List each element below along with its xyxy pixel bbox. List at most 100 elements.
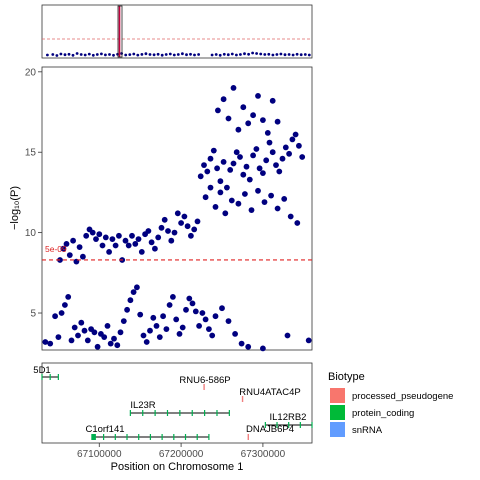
- gene-5d1: 5D1: [33, 365, 59, 380]
- gene-exon: [142, 410, 144, 416]
- overview-point: [91, 53, 95, 57]
- regional-point: [209, 332, 216, 339]
- y-tick-label: 15: [25, 148, 37, 159]
- regional-point: [287, 213, 294, 220]
- regional-point: [52, 313, 58, 320]
- legend-swatch: [330, 388, 345, 403]
- gene-label: DNAJB6P4: [246, 424, 294, 435]
- regional-point: [173, 316, 180, 323]
- regional-point: [207, 184, 214, 191]
- overview-point: [148, 53, 152, 56]
- regional-points: [42, 85, 312, 352]
- gene-exon: [311, 422, 313, 428]
- regional-point: [145, 228, 152, 234]
- overview-point: [275, 53, 279, 56]
- regional-point: [89, 229, 96, 236]
- regional-point: [268, 192, 274, 199]
- regional-point: [220, 96, 227, 103]
- gene-exon: [173, 434, 175, 440]
- regional-point: [143, 339, 150, 345]
- regional-point: [207, 155, 214, 162]
- regional-point: [264, 130, 271, 136]
- regional-point: [132, 241, 139, 247]
- regional-point: [129, 232, 135, 239]
- regional-point: [219, 305, 225, 312]
- regional-point: [116, 232, 122, 239]
- regional-point: [224, 184, 230, 191]
- gene-exon: [57, 374, 59, 380]
- overview-point: [55, 54, 59, 57]
- overview-point: [303, 53, 307, 56]
- regional-point: [165, 228, 171, 234]
- overview-point: [283, 53, 287, 57]
- regional-point: [156, 334, 163, 340]
- gene-label: C1orf141: [85, 424, 124, 435]
- gene-exon: [154, 410, 156, 416]
- overview-point: [189, 52, 192, 56]
- regional-point: [183, 306, 189, 313]
- overview-point: [251, 51, 255, 55]
- regional-point: [93, 236, 99, 243]
- y-tick-label: 10: [25, 228, 37, 239]
- overview-point: [172, 53, 176, 57]
- regional-point: [240, 104, 247, 111]
- gene-rnu4atac4p: RNU4ATAC4P: [239, 387, 301, 402]
- overview-point: [164, 53, 168, 56]
- regional-point: [70, 237, 76, 244]
- gene-exon: [149, 434, 152, 440]
- regional-point: [246, 176, 253, 183]
- regional-point: [179, 324, 186, 331]
- regional-point: [214, 165, 221, 172]
- regional-point: [135, 236, 142, 243]
- overview-point: [271, 53, 275, 57]
- overview-point: [83, 53, 87, 57]
- regional-point: [96, 231, 103, 238]
- regional-point: [75, 332, 81, 339]
- regional-point: [66, 252, 73, 258]
- overview-point: [247, 52, 251, 56]
- regional-point: [237, 154, 243, 160]
- regional-point: [274, 118, 281, 125]
- overview-point: [193, 53, 196, 57]
- regional-point: [163, 326, 170, 332]
- gene-exon: [41, 374, 43, 380]
- regional-point: [76, 244, 83, 251]
- gene-exon: [166, 410, 169, 416]
- gene-track-border: [41, 362, 313, 444]
- regional-point: [256, 165, 263, 172]
- gene-exon: [241, 396, 244, 402]
- gene-exon: [288, 422, 290, 428]
- regional-point: [245, 120, 252, 127]
- overview-point: [124, 53, 128, 57]
- regional-point: [299, 154, 306, 160]
- regional-point: [117, 329, 124, 336]
- regional-point: [215, 107, 221, 114]
- regional-point: [227, 167, 234, 173]
- regional-point: [106, 249, 112, 255]
- overview-point: [59, 52, 63, 56]
- gene-exon: [216, 410, 218, 416]
- overview-point: [222, 52, 226, 56]
- overview-point: [255, 52, 258, 55]
- overview-panel-border: [41, 4, 313, 59]
- overview-point: [259, 52, 263, 56]
- regional-point: [261, 199, 268, 206]
- regional-point: [238, 340, 245, 347]
- overview-point: [67, 52, 71, 56]
- regional-point: [212, 204, 219, 210]
- regional-point: [220, 159, 227, 165]
- regional-point: [292, 131, 299, 138]
- overview-point: [176, 53, 180, 56]
- overview-point: [95, 53, 99, 56]
- regional-point: [140, 332, 147, 339]
- overview-point: [181, 52, 184, 56]
- regional-point: [91, 329, 98, 336]
- gene-exon: [184, 434, 187, 440]
- regional-point: [202, 194, 209, 201]
- regional-point: [58, 310, 65, 316]
- regional-point: [255, 93, 261, 99]
- regional-y-axis-ticks: 5 10 15 20: [25, 67, 42, 320]
- regional-point: [242, 191, 248, 197]
- gene-exon: [129, 410, 131, 416]
- overview-point: [263, 53, 267, 56]
